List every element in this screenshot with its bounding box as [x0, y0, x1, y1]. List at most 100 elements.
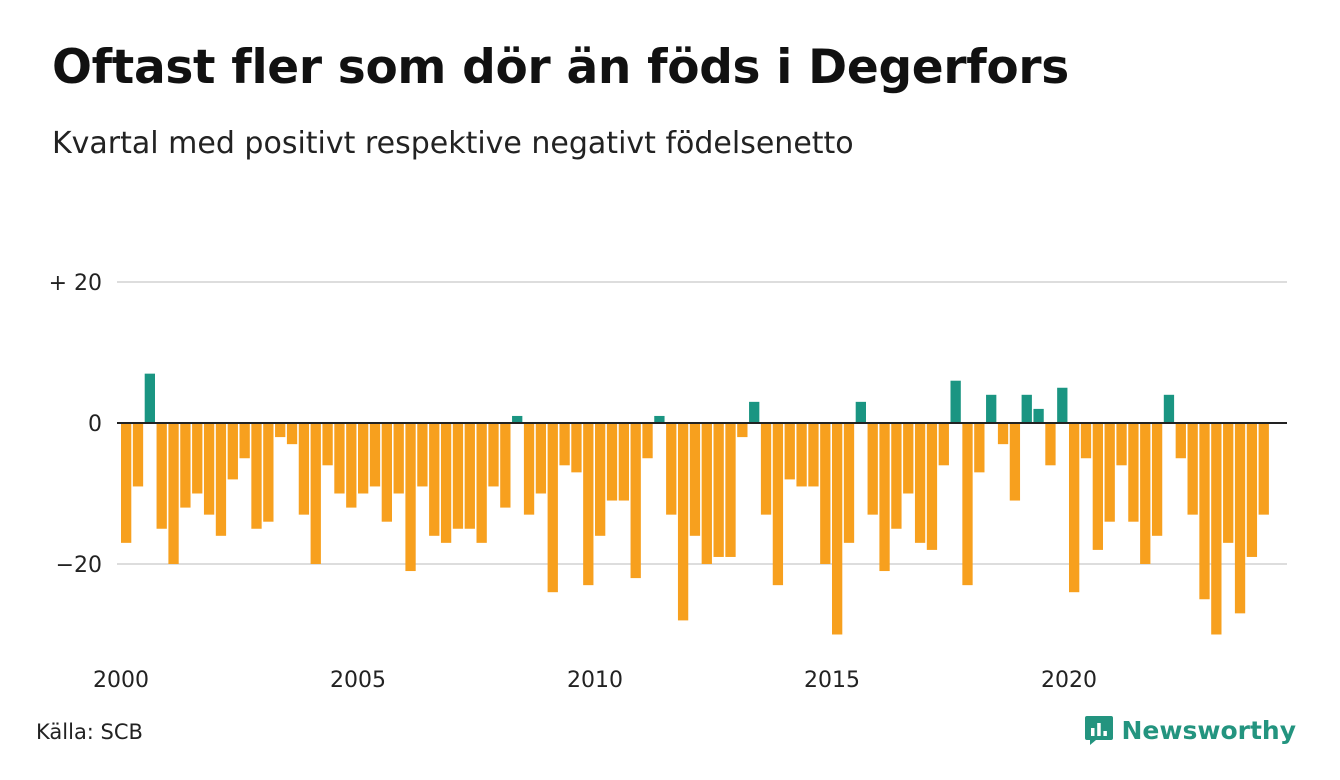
- bar-negative: [1199, 423, 1210, 600]
- bar-negative: [903, 423, 914, 494]
- bar-negative: [642, 423, 653, 459]
- bar-negative: [725, 423, 736, 557]
- bar-negative: [689, 423, 701, 536]
- bar-negative: [737, 423, 748, 438]
- bar-negative: [962, 423, 973, 586]
- bar-negative: [192, 423, 203, 494]
- bar-negative: [1223, 423, 1234, 543]
- bar-negative: [452, 423, 464, 529]
- bar-positive: [855, 401, 866, 423]
- bar-negative: [263, 423, 274, 522]
- bar-negative: [832, 423, 843, 635]
- bar-positive: [1057, 387, 1068, 423]
- chart-title: Oftast fler som dör än föds i Degerfors: [52, 40, 1069, 95]
- bar-negative: [606, 423, 618, 501]
- bar-negative: [369, 423, 381, 487]
- bar-negative: [583, 423, 594, 586]
- bar-negative: [559, 423, 570, 466]
- x-tick-label: 2000: [93, 668, 149, 693]
- x-tick-label: 2020: [1041, 668, 1097, 693]
- bar-negative: [1045, 423, 1056, 466]
- bar-negative: [132, 423, 144, 487]
- bar-positive: [654, 415, 665, 423]
- bar-negative: [713, 423, 724, 557]
- bar-negative: [180, 423, 191, 508]
- bar-negative: [1116, 423, 1127, 466]
- bar-negative: [1234, 423, 1246, 614]
- brand-logo: Newsworthy: [1084, 714, 1297, 746]
- y-tick-label: + 20: [49, 271, 102, 296]
- bar-negative: [997, 423, 1009, 445]
- brand-name: Newsworthy: [1121, 715, 1297, 745]
- bar-negative: [1187, 423, 1198, 515]
- bar-negative: [358, 423, 369, 494]
- bar-positive: [1021, 394, 1032, 423]
- bar-negative: [488, 423, 499, 487]
- x-tick-label: 2015: [804, 668, 860, 693]
- bar-positive: [144, 373, 155, 423]
- axis-labels: + 20 0 −20 2000 2005 2010 2015 2020: [49, 271, 1287, 693]
- bar-negative: [1211, 423, 1222, 635]
- bar-negative: [476, 423, 487, 543]
- bar-negative: [926, 423, 938, 550]
- bar-negative: [523, 423, 535, 515]
- bar-negative: [1258, 423, 1269, 515]
- bar-negative: [879, 423, 890, 572]
- bar-negative: [121, 423, 132, 543]
- bar-negative: [1128, 423, 1139, 522]
- source-note: Källa: SCB: [36, 720, 143, 744]
- bar-negative: [215, 423, 227, 536]
- bar-negative: [440, 423, 452, 543]
- bar-positive: [950, 380, 961, 423]
- bar-negative: [914, 423, 926, 543]
- bar-negative: [820, 423, 831, 564]
- bar-negative: [286, 423, 298, 445]
- bar-negative: [1009, 423, 1021, 501]
- x-tick-label: 2005: [330, 668, 386, 693]
- bar-negative: [156, 423, 167, 529]
- bar-negative: [1140, 423, 1151, 564]
- bar-negative: [571, 423, 582, 473]
- bar-negative: [168, 423, 179, 564]
- bar-positive: [749, 401, 760, 423]
- bar-positive: [1033, 408, 1044, 423]
- bar-negative: [701, 423, 712, 564]
- bar-negative: [808, 423, 819, 487]
- bar-chart-speech-bubble-icon: [1084, 716, 1113, 745]
- bar-negative: [464, 423, 475, 529]
- bar-positive: [1163, 394, 1175, 423]
- bar-positive: [986, 394, 997, 423]
- bar-negative: [891, 423, 902, 529]
- bar-negative: [1175, 423, 1186, 459]
- bar-negative: [1069, 423, 1080, 593]
- bar-negative: [547, 423, 558, 593]
- bar-negative: [618, 423, 629, 501]
- bar-negative: [310, 423, 321, 564]
- chart-subtitle: Kvartal med positivt respektive negativt…: [52, 126, 854, 161]
- bar-negative: [393, 423, 404, 494]
- bar-negative: [938, 423, 949, 466]
- bar-negative: [1151, 423, 1163, 536]
- bar-negative: [1246, 423, 1258, 557]
- bar-negative: [251, 423, 262, 529]
- bar-negative: [500, 423, 511, 508]
- bar-negative: [760, 423, 772, 515]
- bar-negative: [227, 423, 238, 480]
- y-tick-label: −20: [56, 553, 102, 578]
- bar-negative: [429, 423, 440, 536]
- bar-negative: [595, 423, 606, 536]
- bar-negative: [796, 423, 807, 487]
- bars: [121, 373, 1269, 635]
- bar-negative: [334, 423, 345, 494]
- bar-negative: [1080, 423, 1092, 459]
- bar-negative: [974, 423, 985, 473]
- bar-negative: [346, 423, 357, 508]
- x-tick-label: 2010: [567, 668, 623, 693]
- bar-negative: [1104, 423, 1115, 522]
- bar-negative: [417, 423, 428, 487]
- bar-negative: [239, 423, 250, 459]
- bar-negative: [843, 423, 855, 543]
- bar-negative: [666, 423, 677, 515]
- bar-negative: [867, 423, 878, 515]
